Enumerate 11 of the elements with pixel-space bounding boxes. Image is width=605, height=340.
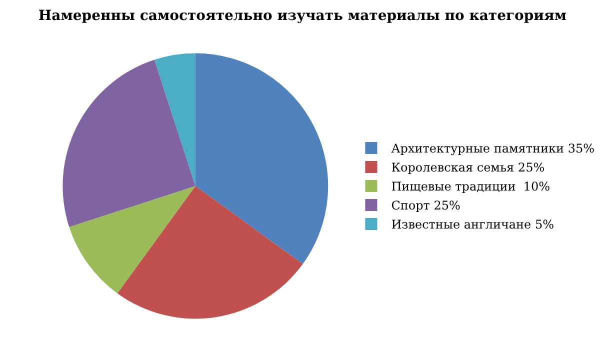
legend-label: Спорт 25% [391, 198, 460, 213]
pie-slice [69, 186, 196, 294]
chart-title: Намеренны самостоятельно изучать материалы по категориям [38, 8, 567, 24]
legend-label: Архитектурные памятники 35% [391, 142, 594, 156]
legend-label: Королевская семья 25% [391, 160, 545, 175]
pie-slice [154, 53, 196, 186]
legend-label: Пищевые традиции 10% [391, 180, 550, 194]
pie-slice [117, 186, 303, 319]
pie-slice [195, 53, 328, 264]
legend-label: Известные англичане 5% [391, 218, 554, 232]
pie-slice [62, 60, 196, 228]
